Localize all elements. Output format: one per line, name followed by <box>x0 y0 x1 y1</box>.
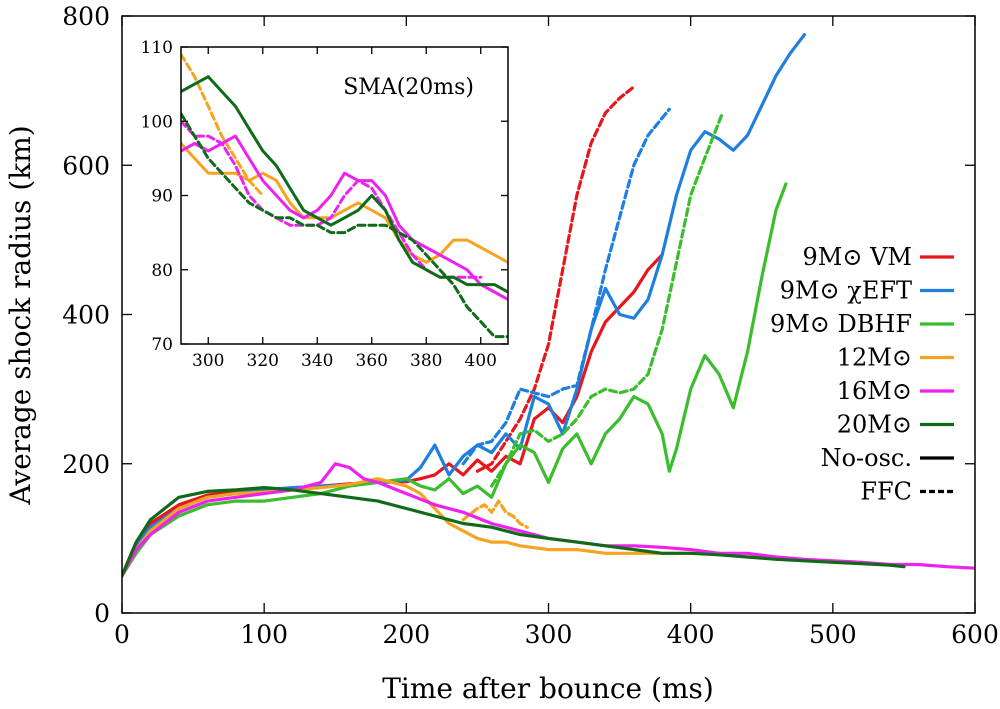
x-axis-label: Time after bounce (ms) <box>382 672 714 705</box>
inset-line-12msun <box>181 142 508 264</box>
main-x-tick-label: 300 <box>525 620 573 649</box>
main-line-9msun-vm <box>122 253 664 578</box>
inset-plot: 300 320 340 360 380 400 70 80 90 100 110 SMA(20ms) <box>141 38 509 371</box>
y-axis-label: Average shock radius (km) <box>4 125 37 505</box>
main-axis-ticks: 0 100 200 300 400 500 600 0 200 400 600 800 <box>62 2 999 649</box>
inset-y-tick-label: 90 <box>151 187 173 207</box>
inset-x-tick-label: 380 <box>410 351 442 371</box>
main-x-tick-label: 200 <box>382 620 430 649</box>
legend: 9M⊙ VM 9M⊙ χEFT 9M⊙ DBHF 12M⊙ 16M⊙ 20M⊙ No-osc… <box>770 243 954 506</box>
main-y-tick-label: 0 <box>94 599 110 628</box>
main-line-9msun-dbhf-ffc-dashed <box>490 112 724 488</box>
inset-x-tick-label: 340 <box>301 351 333 371</box>
legend-label-9msun-dbhf: 9M⊙ DBHF <box>770 310 912 338</box>
inset-title: SMA(20ms) <box>343 75 474 100</box>
main-x-tick-label: 0 <box>114 620 130 649</box>
inset-x-tick-label: 360 <box>356 351 388 371</box>
inset-y-tick-label: 80 <box>151 261 173 281</box>
legend-label-16msun: 16M⊙ <box>837 377 912 405</box>
main-line-9msun-dbhf <box>122 182 788 578</box>
main-line-12msun-ffc-dashed <box>461 499 529 529</box>
inset-x-tick-label: 300 <box>192 351 224 371</box>
main-line-9msun-vm-ffc-dashed <box>475 85 636 473</box>
main-plot: 0 100 200 300 400 500 600 0 200 400 600 800 Time af… <box>4 2 999 705</box>
main-x-tick-label: 500 <box>809 620 857 649</box>
main-y-tick-label: 800 <box>62 2 110 31</box>
main-y-tick-label: 400 <box>62 301 110 330</box>
main-x-tick-label: 400 <box>667 620 715 649</box>
inset-x-tick-label: 320 <box>247 351 279 371</box>
legend-label-no-osc: No-osc. <box>821 444 912 472</box>
inset-axis-ticks: 300 320 340 360 380 400 70 80 90 100 110 <box>141 38 508 371</box>
main-y-tick-label: 200 <box>62 450 110 479</box>
main-x-tick-label: 100 <box>240 620 288 649</box>
inset-series-group <box>181 52 508 339</box>
main-y-tick-label: 600 <box>62 151 110 180</box>
inset-y-tick-label: 100 <box>141 112 173 132</box>
inset-x-tick-label: 400 <box>465 351 497 371</box>
main-line-9msun-chieft-ffc-dashed <box>461 107 671 466</box>
legend-label-9msun-vm: 9M⊙ VM <box>803 243 913 271</box>
legend-label-9msun-chieft: 9M⊙ χEFT <box>780 277 912 305</box>
main-series-group <box>122 33 975 578</box>
legend-label-ffc: FFC <box>860 478 912 506</box>
inset-line-16msun <box>181 134 508 301</box>
main-x-tick-label: 600 <box>951 620 999 649</box>
legend-label-12msun: 12M⊙ <box>837 344 912 372</box>
inset-line-20msun-ffc-dashed <box>181 112 508 339</box>
inset-y-tick-label: 70 <box>151 335 173 355</box>
inset-line-12msun-ffc-dashed <box>181 52 265 197</box>
inset-line-20msun <box>181 75 508 294</box>
legend-label-20msun: 20M⊙ <box>837 411 912 439</box>
main-line-20msun <box>122 486 906 578</box>
inset-y-tick-label: 110 <box>141 38 173 58</box>
